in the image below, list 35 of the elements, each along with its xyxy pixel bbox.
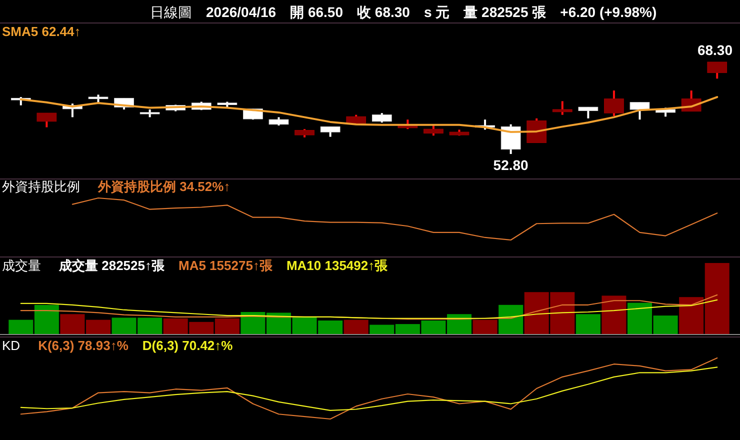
candlestick [500, 123, 521, 155]
chart-title: 外資持股比例 [2, 179, 80, 194]
candlestick [630, 101, 650, 121]
text: MA10 135492↑張 [286, 258, 389, 273]
text: 開 66.50 [290, 4, 344, 20]
text: SMA5 62.44↑ [2, 24, 81, 39]
bar [344, 320, 368, 334]
candlestick [320, 126, 340, 138]
text: +6.20 (+9.98%) [560, 4, 657, 20]
annotation: 52.80 [493, 157, 529, 173]
text: s 元 [424, 4, 450, 20]
text: MA5 155275↑張 [178, 258, 274, 273]
candlestick [424, 124, 444, 137]
text: 收 68.30 [357, 4, 410, 20]
candlestick [707, 61, 728, 80]
text: 成交量 282525↑張 [58, 258, 166, 273]
text: 量 282525 張 [462, 4, 548, 20]
chart-title: 成交量 [2, 258, 41, 273]
candlestick [604, 89, 624, 118]
text: D(6,3) 70.42↑% [142, 338, 234, 353]
chart-title: 日線圖 [150, 4, 192, 20]
text: K(6,3) 78.93↑% [38, 338, 129, 353]
candlestick [578, 106, 598, 120]
candlestick [552, 100, 572, 116]
bar [576, 314, 600, 334]
candlestick [372, 112, 392, 124]
bar [472, 320, 498, 334]
chart-title: KD [2, 338, 20, 353]
candlestick [36, 112, 57, 128]
chart-subtitle: 2026/04/16 [206, 4, 276, 20]
bar [498, 304, 524, 334]
bar [602, 296, 626, 334]
candlestick [526, 117, 547, 144]
annotation: 68.30 [697, 42, 733, 58]
series-label: 外資持股比例 34.52%↑ [97, 179, 230, 194]
